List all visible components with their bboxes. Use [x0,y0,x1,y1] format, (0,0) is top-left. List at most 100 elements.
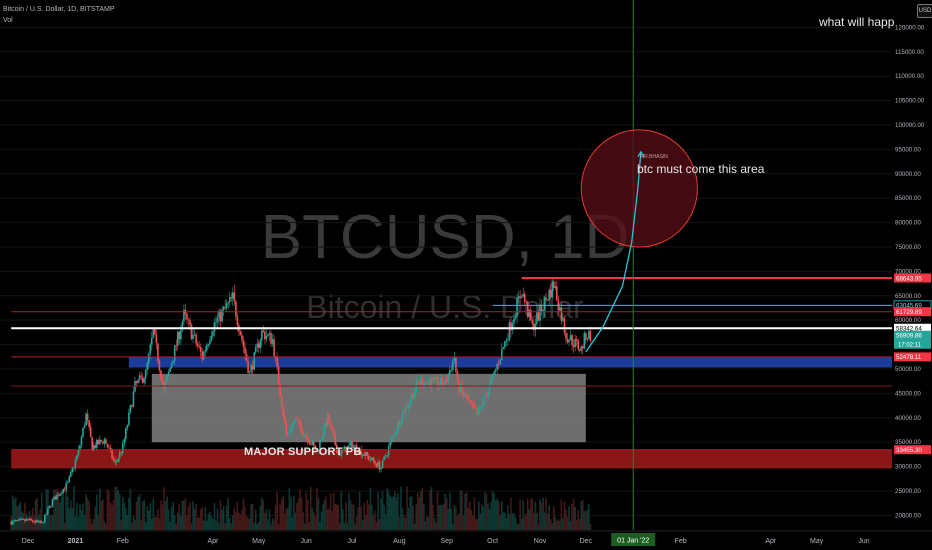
volume-bar [395,497,398,530]
candle-body [543,297,546,311]
volume-bar [519,499,521,530]
volume-bar [398,517,401,530]
countdown-label: 17:02:11 [898,342,922,348]
volume-bar [224,523,226,530]
volume-bar [273,520,275,530]
volume-bar [581,500,584,530]
volume-bar [59,502,61,530]
volume-bar [531,498,534,530]
volume-bar [433,518,436,530]
horizontal-levels[interactable] [11,276,892,451]
volume-bar [135,501,138,530]
price-tag[interactable] [894,352,931,362]
volume-bar [484,491,486,530]
volume-bar [42,521,45,530]
zone-gray-range[interactable] [151,373,586,443]
volume-bar [412,505,414,530]
candle-body [235,301,237,317]
candle-body [407,404,410,408]
candle-body [282,407,285,417]
price-axis[interactable]: 120000.00 115000.00 110000.00 105000.00 1000… [893,0,932,530]
candle-body [167,371,170,376]
candle-body [316,450,318,452]
volume-bar [500,501,503,530]
candle-body [514,316,517,319]
candle-body [48,505,51,509]
volume-bar [219,500,222,530]
time-tick-label: Oct [487,538,498,545]
price-tag[interactable] [894,323,931,333]
candle-body [479,406,482,408]
volume-bar [326,509,329,530]
price-tag[interactable] [894,307,931,317]
time-axis[interactable]: Dec 2021 Feb Apr May Jun Jul Aug Sep Oct Nov Dec Feb… [0,530,932,550]
volume-bar [487,503,489,530]
volume-bar [288,488,291,530]
volume-bar [91,523,93,530]
candle-body [372,457,375,462]
cursor-date-label: 01 Jan '22 [617,538,649,545]
candle-body [283,416,286,423]
candle-body [254,346,257,353]
candle-body [250,365,252,372]
volume-bar [129,489,132,530]
volume-bar [513,513,515,530]
price-tick-label: 120000.00 [895,24,925,31]
candle-body [419,378,422,384]
candle-body [540,304,543,312]
volume-bar [442,503,445,530]
zone-major-support[interactable] [11,449,893,469]
volume-bar [244,506,246,530]
price-tag[interactable] [894,273,931,283]
price-tag[interactable] [894,330,931,349]
candle-body [24,519,26,521]
volume-bar [267,519,269,530]
volume-bar [228,518,231,530]
volume-bar [31,507,34,530]
candle-body [169,367,171,372]
volume-bar [432,504,434,530]
volume-bar [152,498,155,530]
zone-blue-support[interactable] [128,357,893,368]
candle-body [253,352,255,370]
candle-body [19,519,22,520]
volume-bar [184,498,187,530]
volume-bar [297,498,300,530]
time-axis-background [0,531,932,550]
volume-bar [377,492,379,530]
volume-bar [378,518,381,530]
candle-body [389,441,392,447]
volume-bar [371,504,373,530]
candle-body [309,443,312,445]
volume-bar [438,505,440,530]
candle-body [323,423,326,436]
candle-body [441,377,443,386]
candle-body [380,467,382,470]
candle-body [378,462,381,470]
volume-bar [565,509,567,530]
candle-body [14,520,17,522]
volume-bar [134,519,136,530]
candle-body [27,519,29,521]
volume-bar [99,488,101,530]
candle-body [196,343,199,347]
candle-body [92,445,95,451]
target-ellipse[interactable] [580,129,698,248]
candle-body [575,339,578,341]
candle-body [160,370,162,380]
candle-body [311,441,314,445]
price-tag[interactable] [894,445,931,455]
volume-bar [444,493,447,530]
cursor-date-badge[interactable] [611,533,656,546]
annotations[interactable] [580,0,698,530]
candle-body [118,452,121,459]
volume-bar [394,491,396,530]
candle-body [563,318,566,333]
currency-badge[interactable]: USD [917,4,932,18]
volume-bar [465,492,468,530]
drawn-zones[interactable] [11,357,893,469]
candle-body [85,413,87,426]
projection-arrow-path[interactable] [585,151,642,353]
volume-bar [62,489,64,530]
